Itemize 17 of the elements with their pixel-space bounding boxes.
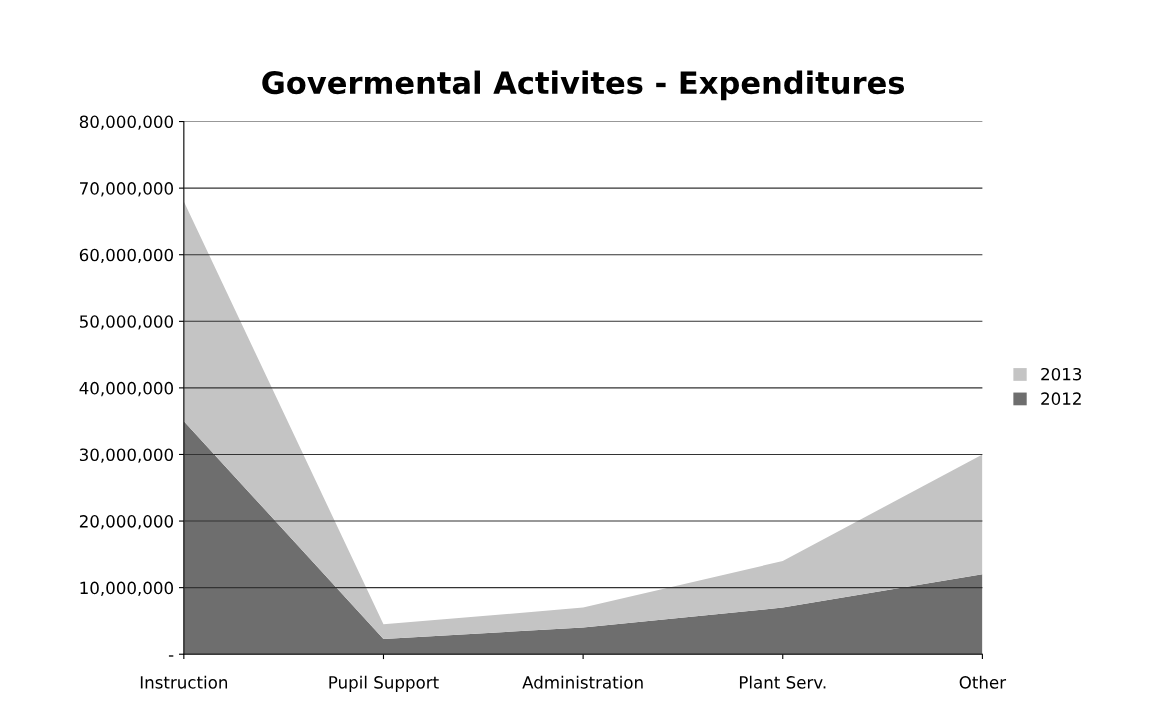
y-tick-label: 50,000,000: [79, 315, 174, 330]
x-tick-label: Administration: [522, 675, 643, 689]
y-tick-label: 80,000,000: [79, 115, 174, 130]
y-tick-label: 60,000,000: [79, 248, 174, 263]
y-tick-label: 10,000,000: [80, 581, 174, 596]
x-tick-label: Other: [959, 675, 1007, 689]
y-tick-label: -: [168, 655, 174, 657]
legend-label: 2013: [1041, 367, 1082, 381]
y-tick-label: 20,000,000: [79, 515, 174, 530]
x-tick-label: Pupil Support: [329, 675, 439, 692]
y-tick-label: 30,000,000: [79, 448, 174, 463]
legend-label: 2012: [1041, 392, 1081, 405]
x-tick-label: Instruction: [140, 675, 228, 689]
x-tick-label: Plant Serv.: [739, 675, 826, 689]
chart-title: Govermental Activites - Expenditures: [262, 70, 905, 101]
y-tick-label: 40,000,000: [79, 381, 174, 397]
y-tick-label: 70,000,000: [80, 182, 174, 197]
